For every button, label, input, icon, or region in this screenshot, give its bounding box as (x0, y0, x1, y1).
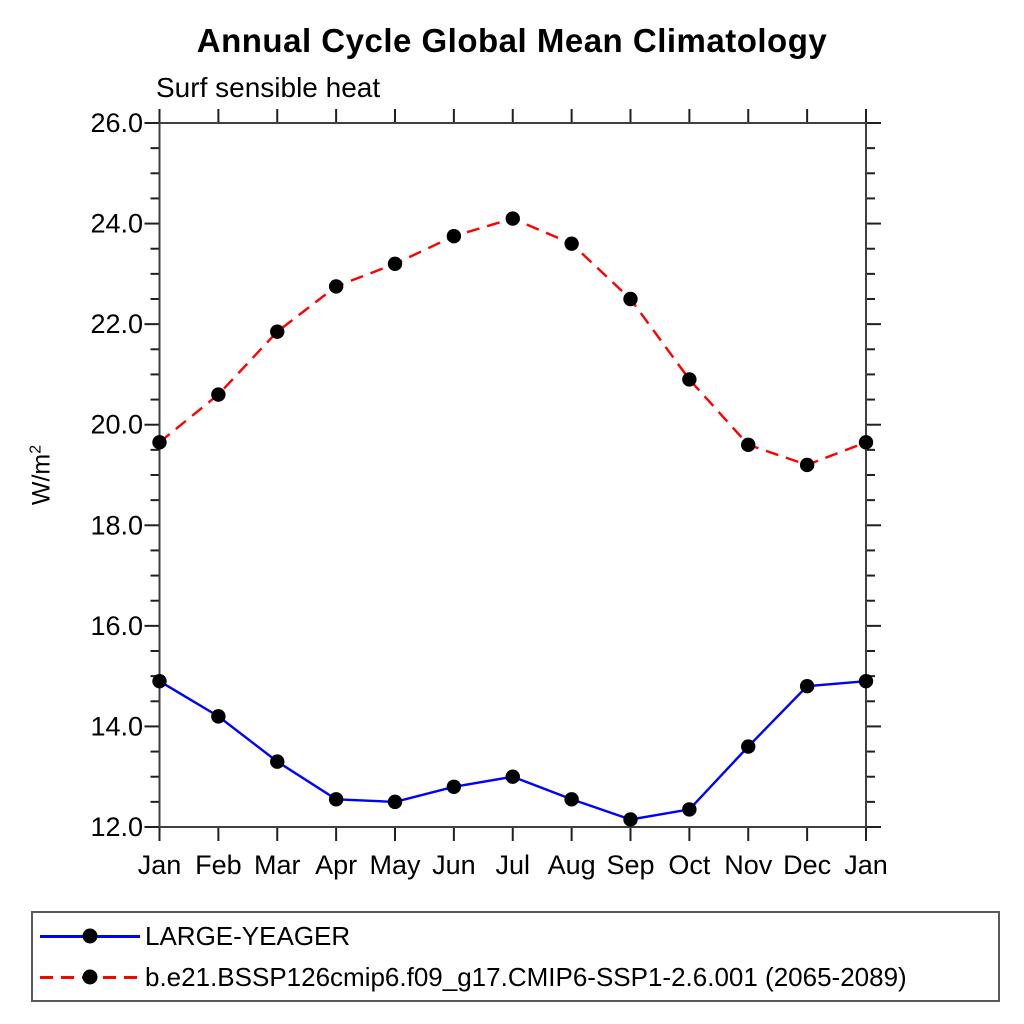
x-axis-tick-label: Feb (195, 850, 242, 880)
y-axis-tick-label: 14.0 (90, 711, 143, 741)
series-point (446, 779, 462, 794)
series-point (623, 291, 638, 307)
series-point (328, 279, 344, 294)
y-axis-tick-label: 18.0 (90, 510, 143, 540)
chart-canvas: 12.0 14.0 16.0 18.0 20.0 22.0 24.0 26.0 Jan Feb Ma… (90, 108, 888, 880)
x-axis-tick-label: Apr (315, 850, 357, 880)
x-axis-tick-label: Dec (783, 850, 831, 880)
legend-sample-dashed-red (40, 963, 140, 991)
legend: LARGE-YEAGER b.e21.BSSP126cmip6.f09_g17.… (31, 911, 1000, 1002)
series-point (387, 256, 403, 271)
series-point (152, 435, 167, 450)
x-axis-tick-label: May (369, 850, 421, 880)
series-point (564, 236, 579, 251)
series-point (446, 228, 462, 244)
x-axis-tick-label: Oct (668, 850, 711, 880)
x-axis-tick-label: Jul (495, 850, 530, 880)
series-point (152, 673, 167, 689)
x-axis-tick-label: Jan (138, 850, 182, 880)
series-point (741, 437, 756, 453)
series-point (799, 457, 815, 473)
series-point (564, 792, 579, 807)
x-axis-tick-label: Mar (254, 850, 301, 880)
plot-frame (158, 122, 867, 828)
series-point (741, 739, 756, 754)
marker-dot-icon (82, 928, 98, 944)
series-point (682, 802, 697, 817)
legend-entry-cmip6: b.e21.BSSP126cmip6.f09_g17.CMIP6-SSP1-2.… (40, 961, 907, 992)
legend-entry-large-yeager: LARGE-YEAGER (40, 920, 351, 951)
series-point (623, 812, 638, 827)
series-point (211, 709, 226, 724)
chart-subtitle: Surf sensible heat (156, 72, 381, 103)
series-line-0 (158, 680, 867, 821)
series-point (387, 794, 403, 810)
marker-dot-icon (82, 969, 98, 985)
series-point (270, 324, 285, 339)
series-point (682, 372, 697, 387)
legend-label: LARGE-YEAGER (145, 920, 351, 951)
series-point (270, 754, 285, 769)
y-axis-tick-label: 12.0 (90, 812, 143, 842)
series-point (799, 679, 815, 694)
legend-sample-solid-blue (40, 922, 140, 950)
x-axis-tick-label: Sep (606, 850, 654, 880)
y-axis-tick-label: 22.0 (90, 309, 143, 339)
x-axis-tick-label: Jan (844, 850, 888, 880)
series-point (505, 211, 520, 226)
series-line-1 (158, 217, 867, 467)
series-point (211, 387, 226, 402)
chart-title: Annual Cycle Global Mean Climatology (196, 22, 828, 59)
y-axis-tick-label: 24.0 (90, 209, 143, 239)
y-axis-tick-label: 26.0 (90, 108, 143, 138)
x-axis-tick-label: Nov (724, 850, 773, 880)
legend-label: b.e21.BSSP126cmip6.f09_g17.CMIP6-SSP1-2.… (145, 961, 907, 992)
x-axis-tick-label: Jun (432, 850, 476, 880)
series-point (858, 673, 874, 689)
y-axis-tick-label: 20.0 (90, 410, 143, 440)
series-point (858, 435, 874, 450)
series-point (328, 792, 344, 807)
y-axis-tick-label: 16.0 (90, 611, 143, 641)
series-point (505, 769, 520, 784)
x-axis-tick-label: Aug (548, 850, 596, 880)
